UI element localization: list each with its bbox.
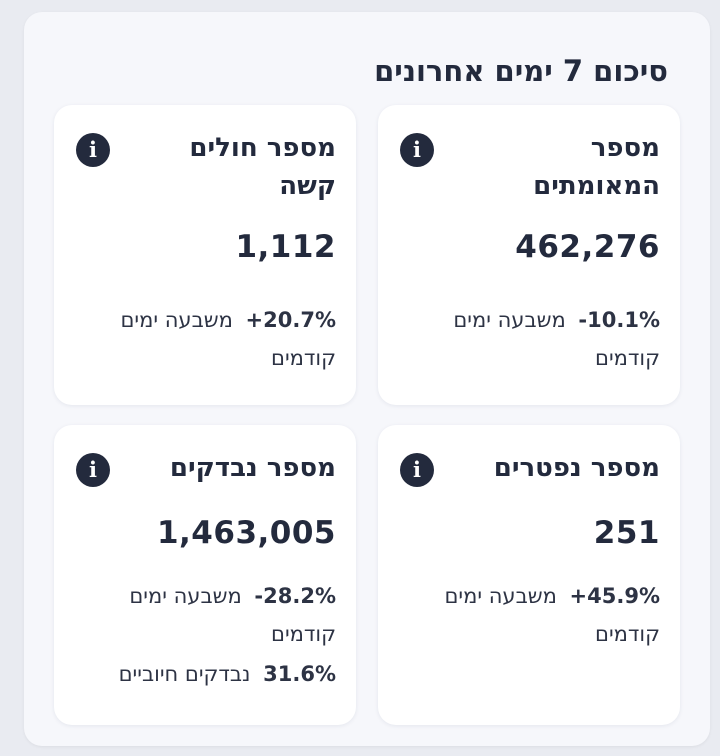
change-label: משבעה ימים קודמים: [120, 308, 336, 370]
tested-change: -28.2% משבעה ימים קודמים: [106, 577, 336, 653]
severe-change: +20.7% משבעה ימים קודמים: [106, 301, 336, 377]
tested-value: 1,463,005: [156, 515, 336, 551]
info-icon[interactable]: i: [76, 133, 110, 167]
deaths-card: מספר נפטרים i 251 +45.9% משבעה ימים קודמ…: [378, 425, 680, 725]
deaths-change: +45.9% משבעה ימים קודמים: [430, 577, 660, 653]
positive-label: נבדקים חיוביים: [118, 662, 251, 686]
info-icon[interactable]: i: [400, 133, 434, 167]
positive-rate: 31.6% נבדקים חיוביים: [106, 655, 336, 693]
change-label: משבעה ימים קודמים: [444, 584, 660, 646]
positive-percent: 31.6%: [263, 662, 336, 686]
deaths-value: 251: [593, 515, 660, 551]
severe-value: 1,112: [235, 229, 336, 265]
tested-card: מספר נבדקים i 1,463,005 -28.2% משבעה ימי…: [54, 425, 356, 725]
change-label: משבעה ימים קודמים: [453, 308, 660, 370]
confirmed-title: מספר המאומתים: [533, 133, 660, 201]
change-percent: +45.9%: [569, 584, 660, 608]
confirmed-change: -10.1% משבעה ימים קודמים: [430, 301, 660, 377]
info-icon[interactable]: i: [400, 453, 434, 487]
change-percent: +20.7%: [245, 308, 336, 332]
tested-title: מספר נבדקים: [169, 453, 336, 483]
confirmed-card: מספר המאומתים i 462,276 -10.1% משבעה ימי…: [378, 105, 680, 405]
change-percent: -28.2%: [254, 584, 336, 608]
panel-title: סיכום 7 ימים אחרונים: [374, 54, 668, 88]
info-icon[interactable]: i: [76, 453, 110, 487]
deaths-title: מספר נפטרים: [493, 453, 660, 483]
confirmed-value: 462,276: [515, 229, 660, 265]
summary-panel: סיכום 7 ימים אחרונים מספר המאומתים i 462…: [24, 12, 710, 746]
severe-card: מספר חולים קשה i 1,112 +20.7% משבעה ימים…: [54, 105, 356, 405]
severe-title: מספר חולים קשה: [189, 133, 336, 201]
change-percent: -10.1%: [578, 308, 660, 332]
change-label: משבעה ימים קודמים: [129, 584, 336, 646]
